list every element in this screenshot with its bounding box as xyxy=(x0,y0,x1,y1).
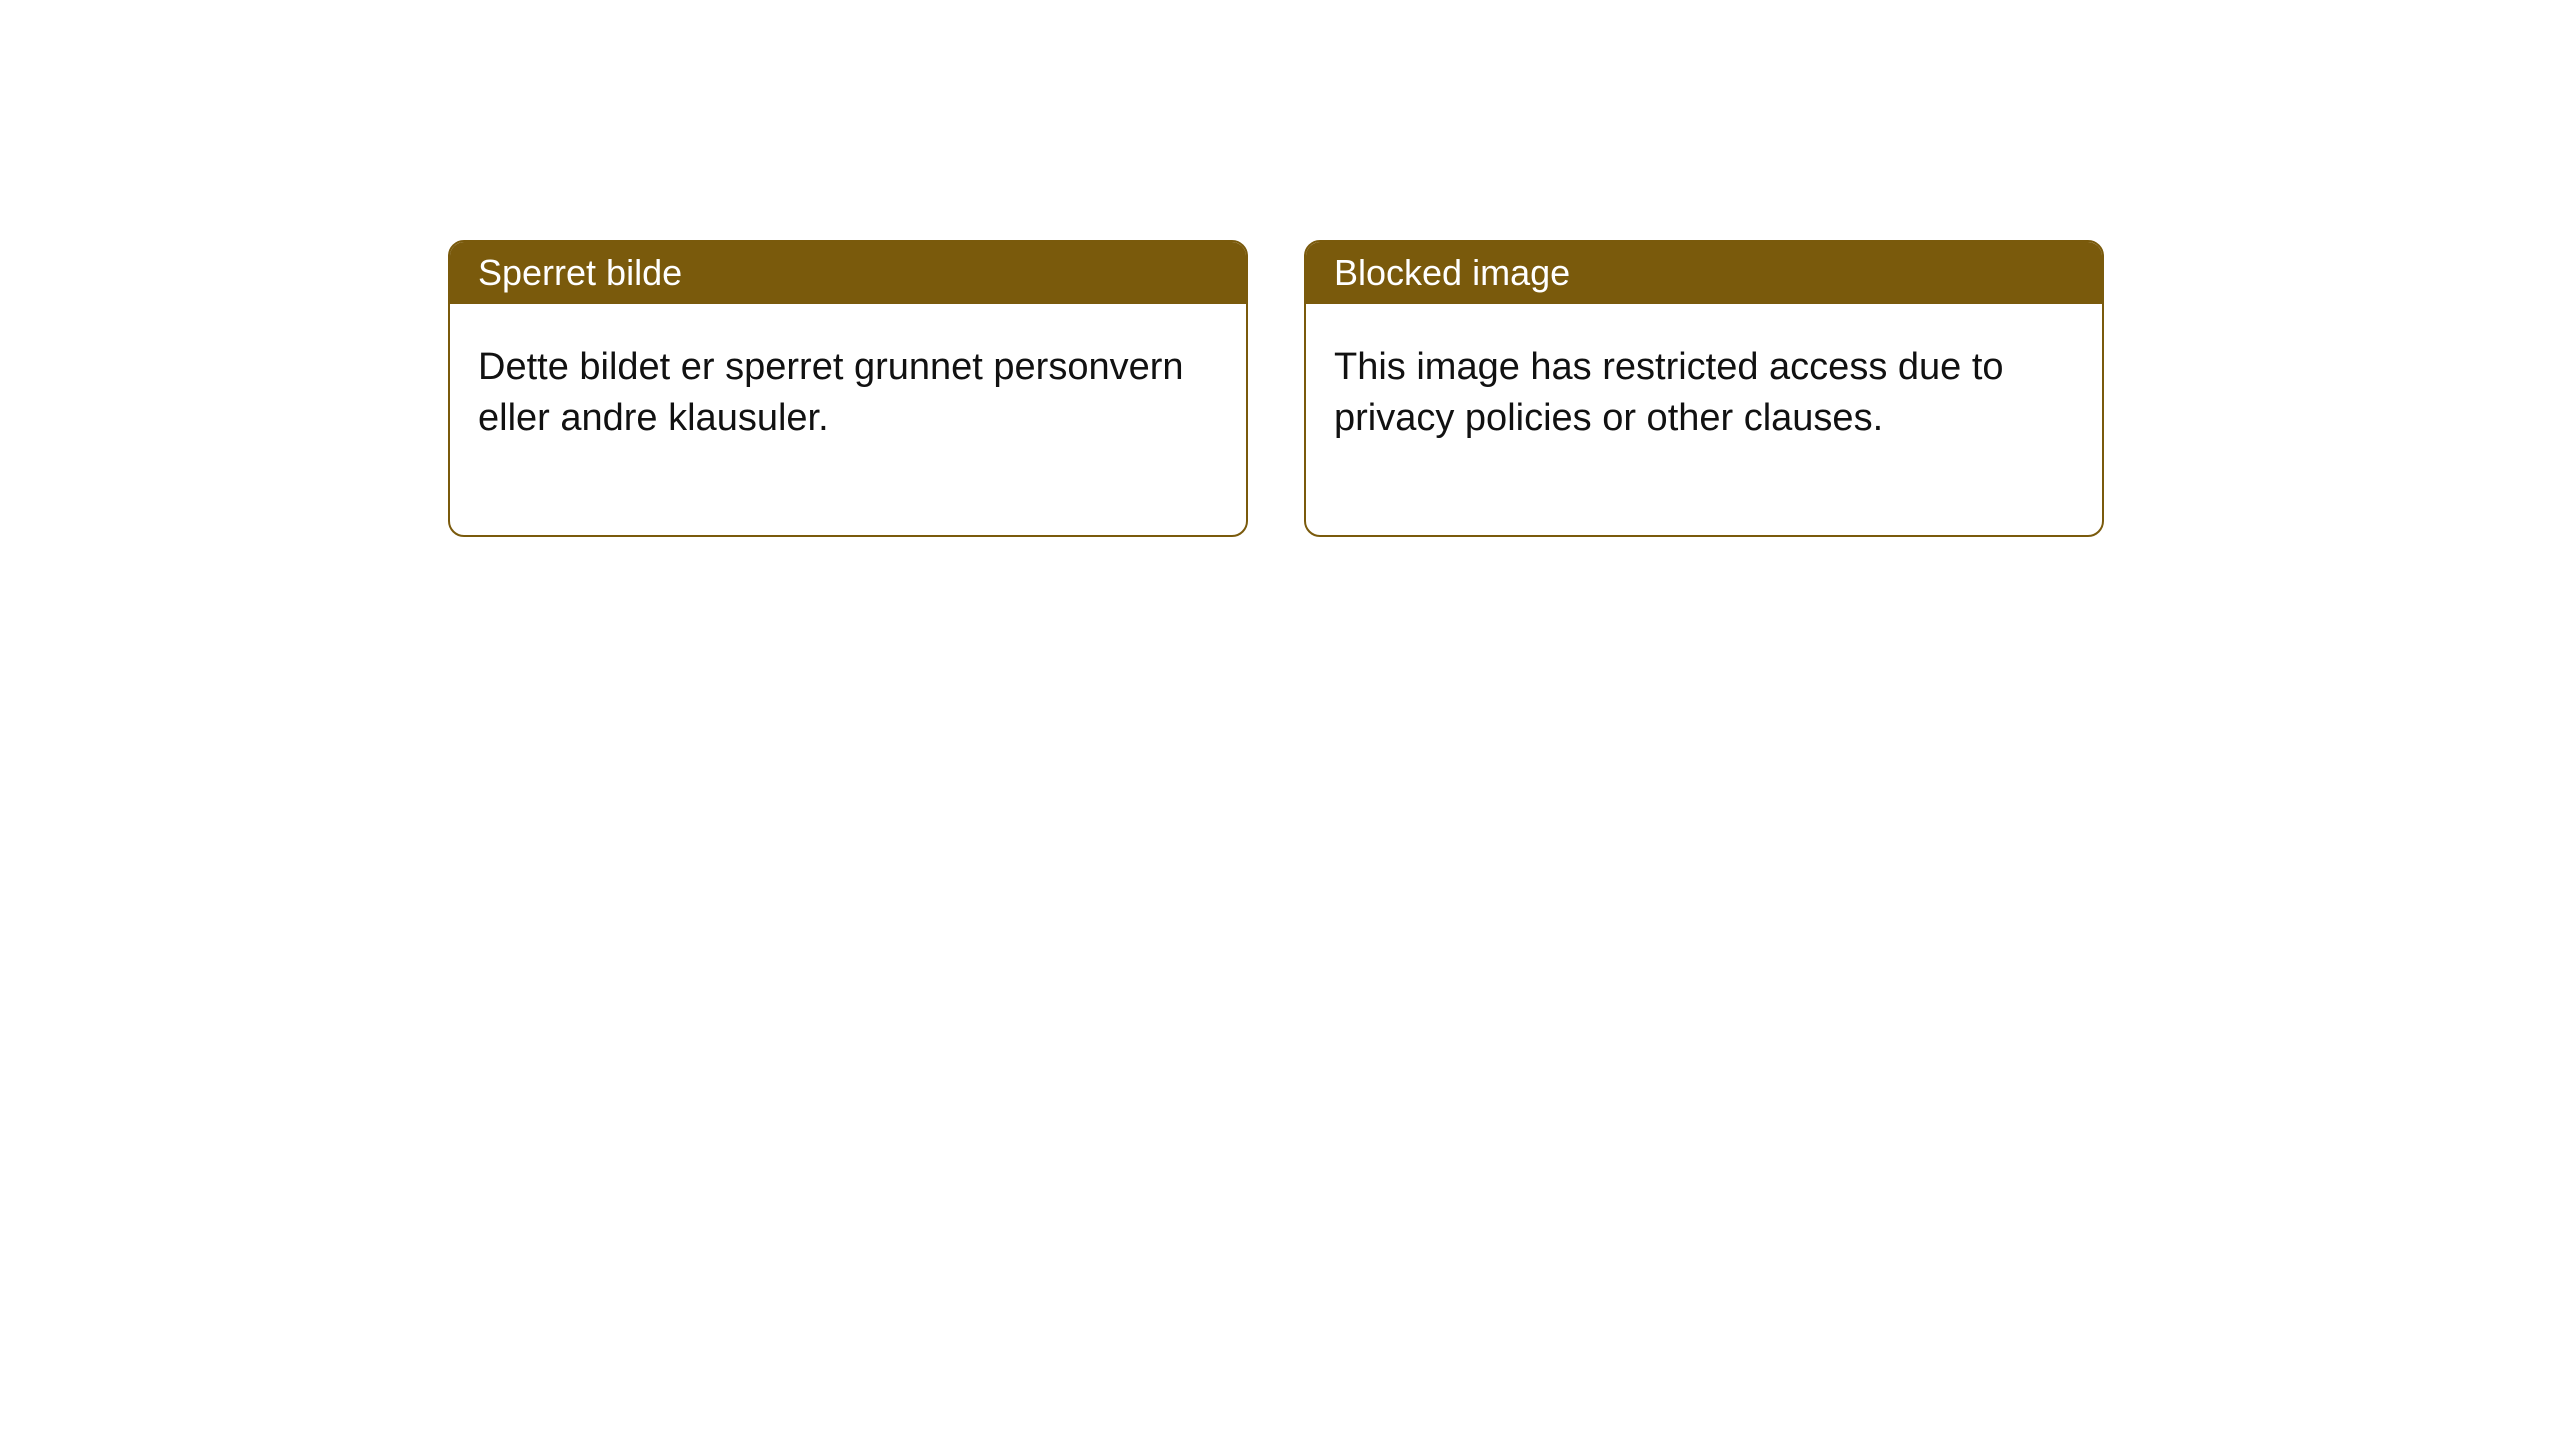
notice-body-english: This image has restricted access due to … xyxy=(1306,304,2102,535)
notice-container: Sperret bilde Dette bildet er sperret gr… xyxy=(0,0,2560,537)
notice-body-norwegian: Dette bildet er sperret grunnet personve… xyxy=(450,304,1246,535)
notice-header-english: Blocked image xyxy=(1306,242,2102,304)
notice-header-norwegian: Sperret bilde xyxy=(450,242,1246,304)
notice-card-norwegian: Sperret bilde Dette bildet er sperret gr… xyxy=(448,240,1248,537)
notice-card-english: Blocked image This image has restricted … xyxy=(1304,240,2104,537)
